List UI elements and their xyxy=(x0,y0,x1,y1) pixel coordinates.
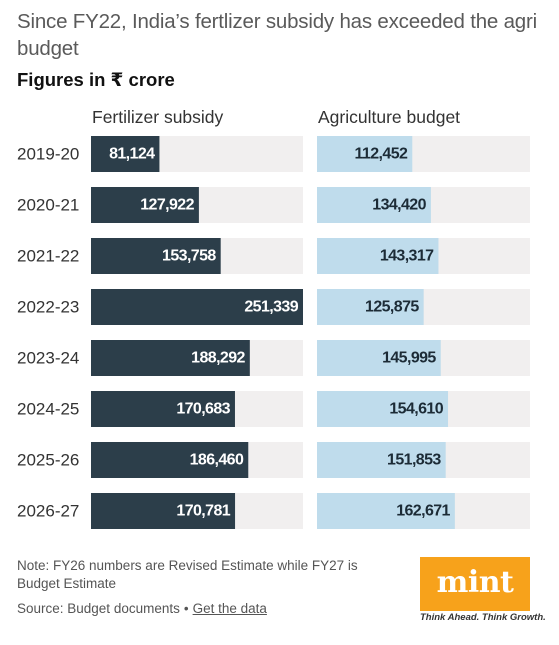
source-label: Source: Budget documents xyxy=(17,601,180,616)
fertilizer-value-label: 153,758 xyxy=(162,248,216,265)
agriculture-value-label: 112,452 xyxy=(355,146,408,163)
mint-tagline: Think Ahead. Think Growth. xyxy=(420,612,546,623)
agriculture-value-label: 151,853 xyxy=(387,452,441,469)
agriculture-bar xyxy=(317,136,413,172)
fertilizer-value-label: 127,922 xyxy=(140,197,194,214)
agriculture-value-label: 154,610 xyxy=(389,401,443,418)
year-label: 2021-22 xyxy=(17,247,79,266)
agriculture-bar xyxy=(317,238,439,274)
source-line: Source: Budget documents • Get the data xyxy=(17,601,267,616)
agriculture-bar xyxy=(317,493,455,529)
fertilizer-bar xyxy=(91,136,160,172)
agriculture-bar xyxy=(317,340,441,376)
fertilizer-bar xyxy=(91,238,221,274)
fertilizer-value-label: 170,683 xyxy=(176,401,230,418)
get-data-link[interactable]: Get the data xyxy=(192,601,267,616)
agriculture-bar xyxy=(317,442,446,478)
agriculture-value-label: 125,875 xyxy=(365,299,419,316)
mint-logo-text: mint xyxy=(436,564,514,600)
year-label: 2020-21 xyxy=(17,196,79,215)
source-separator: • xyxy=(183,601,189,616)
agriculture-value-label: 134,420 xyxy=(372,197,426,214)
year-label: 2019-20 xyxy=(17,145,79,164)
year-label: 2023-24 xyxy=(17,349,79,368)
fertilizer-bar xyxy=(91,391,235,427)
bar-chart: 2019-20 81,124 112,452 2020-21 127,922 134,42… xyxy=(17,136,530,529)
fertilizer-bar xyxy=(91,442,249,478)
agriculture-value-label: 145,995 xyxy=(382,350,436,367)
agriculture-bar xyxy=(317,187,431,223)
agriculture-value-label: 143,317 xyxy=(380,248,434,265)
mint-logo: mint xyxy=(420,557,530,611)
agriculture-bar xyxy=(317,391,449,427)
year-label: 2022-23 xyxy=(17,298,79,317)
chart-subtitle: Figures in ₹ crore xyxy=(17,69,175,90)
fertilizer-value-label: 188,292 xyxy=(191,350,245,367)
fertilizer-bar xyxy=(91,493,236,529)
fertilizer-value-label: 186,460 xyxy=(190,452,244,469)
fertilizer-bar xyxy=(91,340,250,376)
fertilizer-value-label: 81,124 xyxy=(109,146,155,163)
fertilizer-value-label: 251,339 xyxy=(244,299,298,316)
year-label: 2024-25 xyxy=(17,400,79,419)
year-label: 2025-26 xyxy=(17,451,79,470)
fertilizer-bar xyxy=(91,187,199,223)
chart-note: Note: FY26 numbers are Revised Estimate … xyxy=(17,558,358,591)
agriculture-bar xyxy=(317,289,424,325)
fertilizer-bar xyxy=(91,289,303,325)
fertilizer-value-label: 170,781 xyxy=(176,503,230,520)
chart-title: Since FY22, India’s fertlizer subsidy ha… xyxy=(17,10,537,60)
year-label: 2026-27 xyxy=(17,502,79,521)
agriculture-value-label: 162,671 xyxy=(396,503,450,520)
agriculture-column-header: Agriculture budget xyxy=(318,107,461,127)
fertilizer-column-header: Fertilizer subsidy xyxy=(92,107,224,127)
